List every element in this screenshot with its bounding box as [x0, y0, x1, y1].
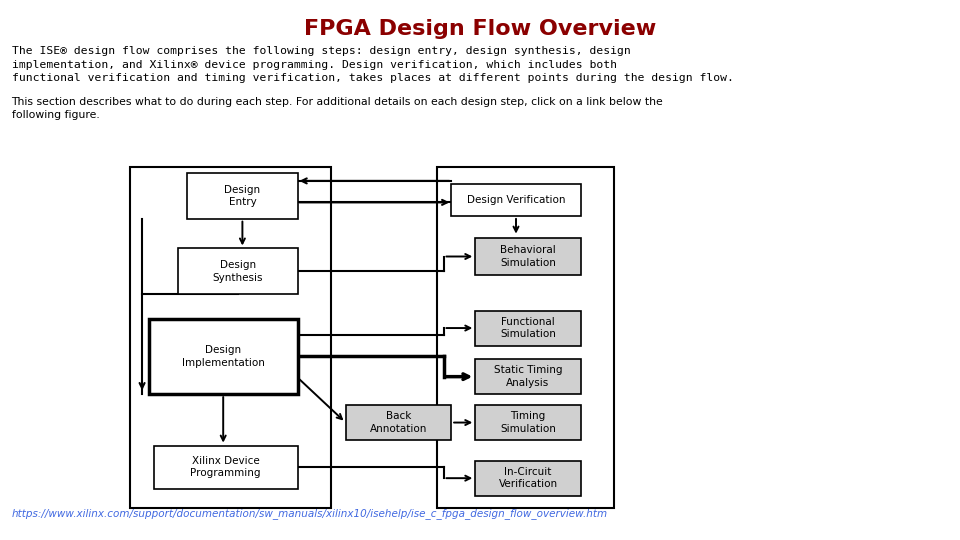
Text: Design
Entry: Design Entry — [225, 185, 260, 207]
Text: FPGA Design Flow Overview: FPGA Design Flow Overview — [304, 19, 656, 39]
FancyBboxPatch shape — [149, 319, 298, 394]
FancyBboxPatch shape — [475, 310, 581, 346]
Text: https://www.xilinx.com/support/documentation/sw_manuals/xilinx10/isehelp/ise_c_f: https://www.xilinx.com/support/documenta… — [12, 509, 608, 519]
Text: Timing
Simulation: Timing Simulation — [500, 411, 556, 434]
FancyBboxPatch shape — [475, 359, 581, 394]
Text: Xilinx Device
Programming: Xilinx Device Programming — [190, 456, 261, 478]
Text: Design Verification: Design Verification — [467, 195, 565, 205]
FancyBboxPatch shape — [437, 167, 614, 508]
Text: Back
Annotation: Back Annotation — [370, 411, 427, 434]
Text: In-Circuit
Verification: In-Circuit Verification — [498, 467, 558, 489]
FancyBboxPatch shape — [154, 446, 298, 489]
FancyBboxPatch shape — [130, 167, 331, 508]
FancyBboxPatch shape — [451, 184, 581, 216]
Text: This section describes what to do during each step. For additional details on ea: This section describes what to do during… — [12, 97, 663, 120]
FancyBboxPatch shape — [178, 248, 298, 294]
Text: Design
Implementation: Design Implementation — [181, 345, 265, 368]
Text: The ISE® design flow comprises the following steps: design entry, design synthes: The ISE® design flow comprises the follo… — [12, 46, 733, 83]
Text: Design
Synthesis: Design Synthesis — [212, 260, 263, 282]
Text: Behavioral
Simulation: Behavioral Simulation — [500, 245, 556, 268]
FancyBboxPatch shape — [475, 238, 581, 275]
Text: Static Timing
Analysis: Static Timing Analysis — [493, 366, 563, 388]
FancyBboxPatch shape — [475, 405, 581, 440]
FancyBboxPatch shape — [346, 405, 451, 440]
Text: Functional
Simulation: Functional Simulation — [500, 317, 556, 339]
FancyBboxPatch shape — [475, 461, 581, 496]
FancyBboxPatch shape — [187, 173, 298, 219]
